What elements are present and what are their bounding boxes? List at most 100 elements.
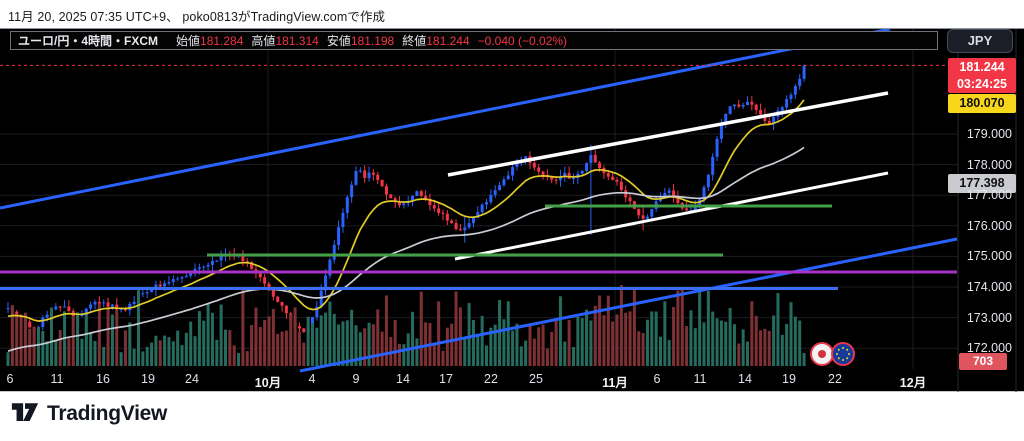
price-tick-label: 179.000 — [966, 127, 1012, 141]
chart-svg[interactable] — [0, 29, 1024, 393]
eu-stars-icon — [836, 347, 850, 361]
currency-button[interactable]: JPY — [947, 29, 1013, 53]
time-tick-label: 11 — [50, 372, 64, 386]
candle-body-up — [785, 99, 789, 108]
volume-bar — [480, 315, 484, 366]
candle-body-up — [415, 191, 419, 196]
candle-body-up — [171, 279, 175, 283]
volume-bar — [197, 311, 201, 366]
candle-body-down — [97, 301, 101, 304]
volume-bar — [693, 328, 697, 366]
volume-bar — [554, 318, 558, 366]
volume-bar — [376, 309, 380, 366]
volume-bar — [402, 344, 406, 366]
chart-region[interactable]: ユーロ/円・4時間・FXCM 始値181.284 高値181.314 安値181.1… — [0, 28, 1024, 393]
volume-bar — [132, 348, 136, 366]
volume-bar — [463, 338, 467, 366]
volume-bar — [71, 316, 75, 366]
price-axis[interactable]: 179.000 178.000 177.000 176.000 175.000 174.0… — [958, 29, 1024, 369]
candle-body-up — [319, 290, 323, 307]
volume-bar — [793, 316, 797, 366]
candle-body-down — [241, 254, 245, 262]
volume-bar — [724, 321, 728, 366]
volume-bar — [537, 327, 541, 366]
volume-bar — [154, 335, 158, 366]
eu-flag-icon — [831, 342, 855, 366]
candle-body-up — [110, 304, 114, 307]
volume-bar — [15, 313, 19, 366]
volume-bar — [676, 290, 680, 366]
tradingview-logo[interactable]: TradingView — [10, 400, 167, 427]
candle-body-up — [54, 306, 58, 310]
volume-bar — [615, 314, 619, 366]
volume-bar — [611, 321, 615, 366]
candle-body-down — [263, 277, 267, 284]
volume-bar — [506, 301, 510, 366]
candle-body-up — [798, 78, 802, 86]
price-tick-label: 172.000 — [966, 341, 1012, 356]
time-axis[interactable]: 6 11 16 19 24 10月 4 9 14 17 22 25 11月 6 11 14 19 22 12月 — [0, 369, 958, 393]
volume-bar — [371, 324, 375, 366]
candle-body-down — [428, 198, 432, 206]
volume-bar — [110, 314, 114, 366]
volume-bar — [767, 330, 771, 366]
candle-body-down — [567, 172, 571, 179]
candle-body-up — [132, 301, 136, 304]
volume-bar — [145, 346, 149, 366]
time-tick-label: 16 — [96, 372, 110, 386]
candle-body-up — [63, 306, 67, 308]
candle-body-down — [15, 311, 19, 316]
volume-bar — [645, 319, 649, 366]
volume-bar — [445, 327, 449, 366]
volume-bar — [572, 347, 575, 366]
volume-bar — [28, 328, 32, 366]
price-tick-label: 174.000 — [966, 280, 1012, 294]
price-tick-label: 177.000 — [966, 188, 1012, 203]
candle-body-up — [154, 284, 158, 290]
candle-body-down — [750, 101, 754, 105]
volume-bar — [785, 323, 789, 366]
volume-bar — [32, 326, 36, 366]
candle-body-down — [441, 212, 445, 214]
candle-body-up — [724, 113, 728, 124]
price-tick-label: 176.000 — [966, 218, 1012, 233]
volume-bar — [798, 320, 802, 366]
volume-bar — [754, 315, 758, 366]
time-tick-label: 17 — [439, 372, 453, 386]
candle-body-up — [493, 190, 497, 195]
volume-bar — [41, 330, 45, 366]
volume-bar — [345, 320, 349, 366]
tradingview-logo-icon — [11, 403, 39, 421]
candle-body-up — [719, 123, 723, 139]
candle-body-up — [789, 94, 793, 100]
candle-body-down — [759, 109, 763, 115]
volume-bar — [237, 352, 241, 366]
candle-body-down — [598, 162, 602, 169]
volume-bar — [76, 312, 80, 366]
volume-bar — [367, 322, 371, 366]
volume-bar — [106, 308, 110, 366]
volume-bar — [337, 324, 341, 366]
price-tick-label: 173.000 — [966, 310, 1012, 325]
candle-body-up — [119, 309, 123, 311]
volume-bar — [519, 346, 523, 366]
candle-body-down — [389, 194, 393, 199]
candle-body-down — [123, 309, 127, 311]
volume-bar — [206, 303, 210, 366]
candle-body-down — [532, 162, 536, 168]
candle-body-down — [676, 196, 680, 204]
volume-bar — [250, 325, 254, 366]
volume-bar — [311, 323, 314, 366]
candle-body-up — [180, 277, 184, 279]
volume-bar — [224, 329, 227, 366]
volume-bar — [271, 308, 275, 366]
volume-bar — [6, 352, 10, 366]
volume-bar — [123, 330, 127, 366]
candle-body-up — [802, 65, 806, 79]
volume-bar — [598, 295, 602, 366]
volume-bar — [641, 333, 645, 366]
ohlc-value: 181.314 — [275, 34, 319, 48]
volume-bar — [576, 316, 580, 366]
volume-bar — [467, 303, 471, 366]
